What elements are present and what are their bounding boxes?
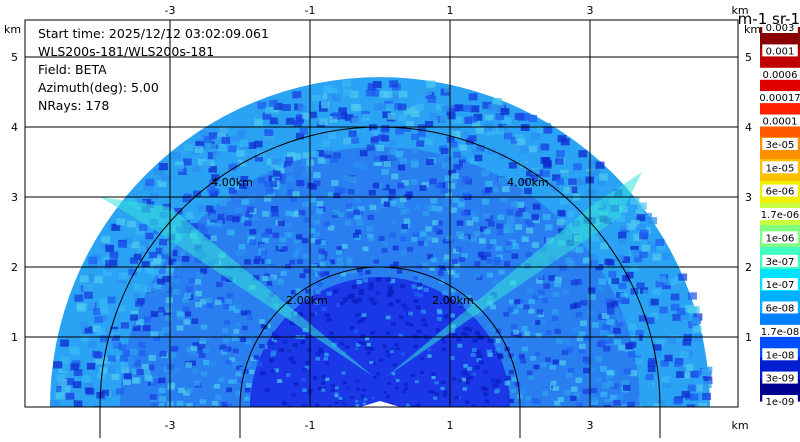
axis-ticks: -3 -3 -1 -1 1 1 3 3 5 5 4 4 3 3 2 2 1 1 km km km km — [4, 4, 761, 432]
range-rings: 2.00km 2.00km 4.00km 4.00km — [99, 126, 661, 442]
scan-near-fill — [250, 277, 510, 407]
svg-text:3e-09: 3e-09 — [766, 374, 795, 385]
colorbar-label: 1e-05 — [762, 161, 798, 174]
y-tick-label-right: 3 — [745, 191, 752, 204]
svg-text:1e-05: 1e-05 — [766, 163, 795, 174]
colorbar-label: 3e-05 — [762, 137, 798, 151]
azimuth-label: Azimuth(deg): 5.00 — [38, 80, 159, 95]
svg-text:1.7e-06: 1.7e-06 — [761, 210, 799, 221]
x-tick-label-bottom: -1 — [305, 419, 316, 432]
colorbar-label: 1e-09 — [762, 395, 798, 408]
colorbar-label: 1e-08 — [762, 348, 798, 361]
colorbar-unit-title: m-1 sr-1 — [737, 10, 800, 28]
y-tick-label-left: 1 — [11, 331, 18, 344]
colorbar-label: 1.7e-06 — [756, 208, 800, 221]
y-tick-label-left: 2 — [11, 261, 18, 274]
colorbar-label: 1.7e-08 — [756, 324, 800, 338]
range-ring — [239, 266, 521, 442]
y-tick-label-left: 5 — [11, 51, 18, 64]
range-ring-label-right: 4.00km — [507, 176, 549, 189]
svg-text:3e-07: 3e-07 — [766, 257, 795, 268]
y-tick-label-right: 1 — [745, 331, 752, 344]
colorbar-label: 6e-08 — [762, 301, 798, 315]
colorbar-label: 0.00017 — [756, 91, 800, 104]
svg-text:1e-06: 1e-06 — [766, 233, 795, 244]
range-ring-label-left: 4.00km — [211, 176, 253, 189]
x-tick-label-bottom: -3 — [165, 419, 176, 432]
svg-text:0.0006: 0.0006 — [763, 70, 798, 81]
x-tick-label-top: -3 — [165, 4, 176, 17]
range-ring-label-right: 2.00km — [432, 294, 474, 307]
svg-text:6e-06: 6e-06 — [766, 187, 795, 198]
y-tick-label-left: 3 — [11, 191, 18, 204]
colorbar-label: 1e-06 — [762, 231, 798, 244]
x-unit-label-bottom: km — [731, 419, 748, 432]
svg-text:0.00017: 0.00017 — [759, 93, 800, 104]
colorbar-label: 3e-07 — [762, 254, 798, 268]
nrays-label: NRays: 178 — [38, 98, 110, 113]
svg-text:0.001: 0.001 — [766, 46, 795, 57]
x-tick-label-top: -1 — [305, 4, 316, 17]
y-tick-label-right: 2 — [745, 261, 752, 274]
start-time-label: Start time: 2025/12/12 03:02:09.061 — [38, 26, 269, 41]
svg-text:1e-08: 1e-08 — [766, 350, 795, 361]
range-ring — [99, 126, 661, 442]
svg-text:3e-05: 3e-05 — [766, 140, 795, 151]
x-tick-label-bottom: 3 — [587, 419, 594, 432]
plot-frame — [24, 19, 739, 408]
colorbar-label: 6e-06 — [762, 184, 798, 198]
svg-text:1.7e-08: 1.7e-08 — [761, 327, 799, 338]
colorbar-label: 0.0001 — [759, 114, 800, 128]
colorbar-label: 0.0006 — [759, 67, 800, 81]
svg-text:0.003: 0.003 — [766, 23, 795, 34]
svg-text:1e-09: 1e-09 — [766, 397, 795, 408]
x-tick-label-top: 1 — [447, 4, 454, 17]
y-unit-label-right: km — [744, 23, 761, 36]
scan-info-panel: Start time: 2025/12/12 03:02:09.061 WLS2… — [38, 25, 269, 115]
y-unit-label-left: km — [4, 23, 21, 36]
range-ring-label-left: 2.00km — [286, 294, 328, 307]
svg-text:6e-08: 6e-08 — [766, 304, 795, 315]
svg-text:0.0001: 0.0001 — [763, 117, 798, 128]
colorbar-label: 1e-07 — [762, 278, 798, 291]
colorbar-label: 0.001 — [762, 44, 798, 57]
field-label: Field: BETA — [38, 62, 107, 77]
y-tick-label-right: 4 — [745, 121, 752, 134]
colorbar: 0.003 0.001 0.0006 0.00017 0.0001 3e-05 1e-05 6… — [756, 21, 800, 408]
svg-text:1e-07: 1e-07 — [766, 280, 795, 291]
colorbar-label: 0.003 — [762, 21, 798, 34]
y-tick-label-left: 4 — [11, 121, 18, 134]
colorbar-label: 3e-09 — [762, 371, 798, 385]
x-unit-label-top: km — [731, 4, 748, 17]
x-tick-label-top: 3 — [587, 4, 594, 17]
y-tick-label-right: 5 — [745, 51, 752, 64]
origin-gap — [360, 401, 400, 407]
instrument-label: WLS200s-181/WLS200s-181 — [38, 44, 215, 59]
x-tick-label-bottom: 1 — [447, 419, 454, 432]
